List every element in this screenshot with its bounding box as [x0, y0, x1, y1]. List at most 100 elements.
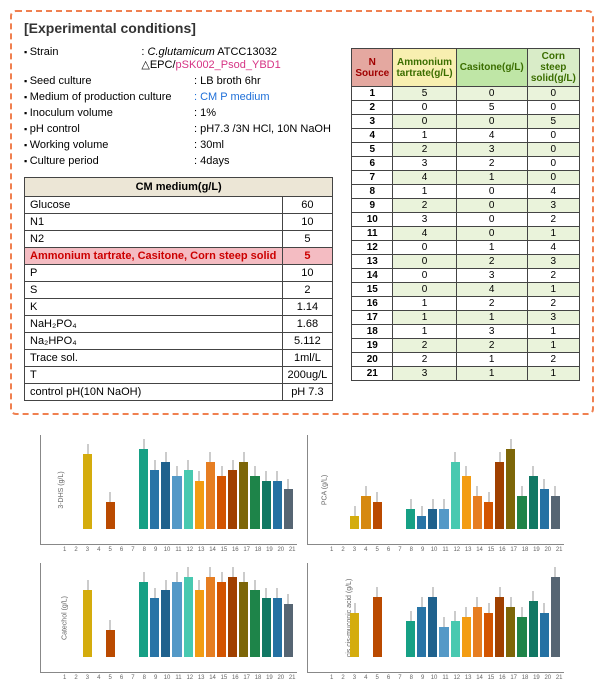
- condition-value: : 1%: [194, 107, 216, 119]
- condition-label: Medium of production culture: [24, 91, 194, 103]
- nsrc-cell: 1: [393, 129, 456, 143]
- chart-bar: [495, 462, 504, 529]
- nsrc-cell: 2: [527, 213, 579, 227]
- chart-wrapper: 3-DHS (g/L)12345678910111213141516171819…: [40, 435, 297, 553]
- chart-bar: [406, 509, 415, 529]
- chart-bar: [228, 470, 237, 529]
- chart-xlabels: 123456789101112131415161718192021: [307, 675, 564, 681]
- nsrc-cell: 1: [527, 339, 579, 353]
- condition-label: Strain: [24, 46, 141, 71]
- nsrc-cell: 5: [352, 143, 393, 157]
- nsrc-cell: 2: [456, 157, 527, 171]
- cm-value: 5: [282, 231, 333, 248]
- nsrc-cell: 1: [456, 241, 527, 255]
- cm-row: Glucose60: [25, 197, 333, 214]
- nsrc-cell: 2: [393, 353, 456, 367]
- chart-bar: [83, 590, 92, 657]
- nsrc-row: 5230: [352, 143, 580, 157]
- chart-bar: [484, 613, 493, 657]
- chart-bar: [273, 481, 282, 529]
- cm-name: Na₂HPO₄: [25, 333, 283, 350]
- nsrc-cell: 1: [393, 185, 456, 199]
- nsrc-h1: Ammonium tartrate(g/L): [393, 49, 456, 87]
- charts-grid: 3-DHS (g/L)12345678910111213141516171819…: [10, 435, 594, 681]
- nsrc-cell: 1: [456, 353, 527, 367]
- n-source-table: N Source Ammonium tartrate(g/L) Casitone…: [351, 48, 580, 381]
- chart-bar: [551, 496, 560, 529]
- nsrc-row: 15041: [352, 283, 580, 297]
- condition-value: : 4days: [194, 155, 229, 167]
- chart-bar: [439, 509, 448, 529]
- chart-bar: [529, 476, 538, 529]
- bar-chart: Catechol (g/L): [40, 563, 297, 673]
- chart-xlabels: 123456789101112131415161718192021: [40, 675, 297, 681]
- nsrc-cell: 4: [393, 227, 456, 241]
- chart-bar: [239, 462, 248, 529]
- nsrc-cell: 0: [393, 115, 456, 129]
- condition-row: Medium of production culture: CM P mediu…: [24, 89, 333, 105]
- chart-bar: [106, 630, 115, 657]
- nsrc-cell: 3: [456, 269, 527, 283]
- bars-container: [328, 439, 560, 529]
- nsrc-cell: 4: [456, 283, 527, 297]
- nsrc-cell: 0: [393, 241, 456, 255]
- nsrc-cell: 13: [352, 255, 393, 269]
- chart-bar: [262, 598, 271, 657]
- nsrc-cell: 0: [527, 157, 579, 171]
- nsrc-cell: 0: [456, 115, 527, 129]
- bars-container: [328, 567, 560, 657]
- nsrc-cell: 12: [352, 241, 393, 255]
- nsrc-cell: 0: [393, 101, 456, 115]
- nsrc-cell: 5: [393, 87, 456, 101]
- chart-bar: [262, 481, 271, 529]
- cm-name: NaH₂PO₄: [25, 316, 283, 333]
- bars-container: [61, 439, 293, 529]
- chart-xlabels: 123456789101112131415161718192021: [40, 547, 297, 553]
- cm-name: P: [25, 265, 283, 282]
- nsrc-cell: 4: [393, 171, 456, 185]
- nsrc-cell: 4: [527, 185, 579, 199]
- cm-row: Na₂HPO₄5.112: [25, 333, 333, 350]
- experimental-conditions-panel: [Experimental conditions] Strain: C.glut…: [10, 10, 594, 415]
- nsrc-cell: 14: [352, 269, 393, 283]
- nsrc-cell: 1: [393, 297, 456, 311]
- condition-row: Strain: C.glutamicum ATCC13032 △EPC/pSK0…: [24, 44, 333, 73]
- nsrc-cell: 7: [352, 171, 393, 185]
- chart-bar: [184, 577, 193, 657]
- cm-value: 60: [282, 197, 333, 214]
- chart-bar: [473, 496, 482, 529]
- chart-bar: [462, 617, 471, 657]
- chart-bar: [406, 621, 415, 657]
- cm-header: CM medium(g/L): [25, 178, 333, 197]
- nsrc-cell: 20: [352, 353, 393, 367]
- nsrc-cell: 1: [527, 325, 579, 339]
- nsrc-cell: 0: [527, 143, 579, 157]
- nsrc-h2: Casitone(g/L): [456, 49, 527, 87]
- nsrc-cell: 16: [352, 297, 393, 311]
- condition-row: Culture period: 4days: [24, 153, 333, 169]
- cm-row: S2: [25, 282, 333, 299]
- cm-name: Ammonium tartrate, Casitone, Corn steep …: [25, 248, 283, 265]
- nsrc-cell: 4: [456, 129, 527, 143]
- condition-label: Culture period: [24, 155, 194, 167]
- chart-bar: [506, 607, 515, 657]
- cm-row: N110: [25, 214, 333, 231]
- cm-row: T200ug/L: [25, 367, 333, 384]
- nsrc-cell: 0: [456, 199, 527, 213]
- nsrc-cell: 2: [456, 255, 527, 269]
- condition-value: : 30ml: [194, 139, 224, 151]
- cm-medium-table: CM medium(g/L) Glucose60N110N25Ammonium …: [24, 177, 333, 401]
- chart-bar: [462, 476, 471, 529]
- chart-bar: [106, 502, 115, 529]
- nsrc-h0: N Source: [352, 49, 393, 87]
- nsrc-cell: 3: [456, 325, 527, 339]
- nsrc-cell: 2: [527, 353, 579, 367]
- nsrc-cell: 1: [527, 227, 579, 241]
- nsrc-row: 14032: [352, 269, 580, 283]
- cm-value: 1.14: [282, 299, 333, 316]
- cm-row: N25: [25, 231, 333, 248]
- chart-bar: [83, 454, 92, 529]
- cm-name: K: [25, 299, 283, 316]
- nsrc-cell: 1: [456, 311, 527, 325]
- condition-value: : LB broth 6hr: [194, 75, 261, 87]
